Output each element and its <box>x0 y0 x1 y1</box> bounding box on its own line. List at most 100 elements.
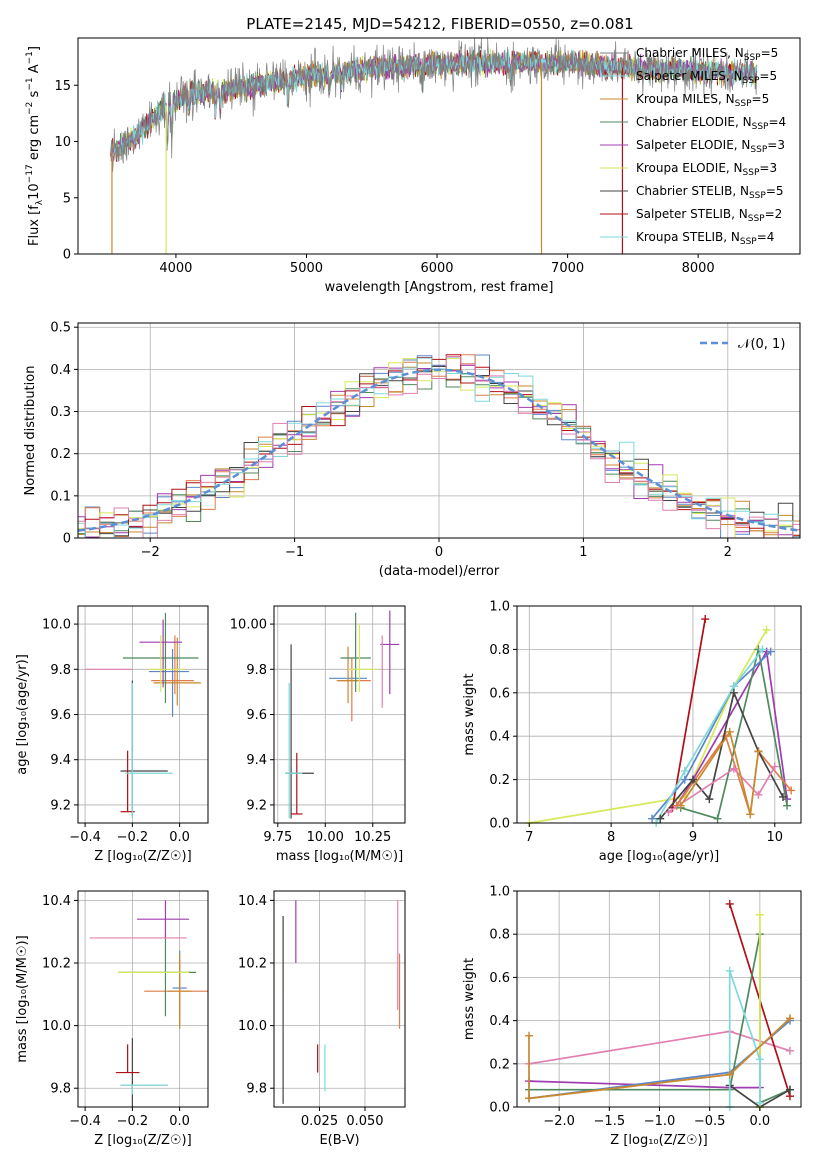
axes-frame <box>516 605 802 824</box>
legend-label-value: =2 <box>765 207 783 221</box>
mass-weight-marker <box>729 688 738 697</box>
legend-label-text: Salpeter ELODIE, N <box>636 138 750 152</box>
x-tick-label: 0.0 <box>169 1114 190 1129</box>
y-tick-label: 0.1 <box>50 489 71 504</box>
legend-label-value: =5 <box>761 46 779 60</box>
mass-weight-line <box>667 766 776 813</box>
x-tick-label: −1.0 <box>644 1114 676 1129</box>
x-tick-label: 9.75 <box>263 830 292 845</box>
mass-weight-marker <box>778 792 787 801</box>
x-tick-label: 0 <box>435 545 443 560</box>
mass-weight-marker <box>725 899 734 908</box>
legend-label-text: Kroupa ELODIE, N <box>636 161 743 175</box>
y-axis-label-part: −2 <box>25 102 35 115</box>
axes-frame <box>77 37 801 255</box>
legend-label-text: Salpeter STELIB, N <box>636 207 748 221</box>
y-tick-label: 1.0 <box>489 885 510 900</box>
legend-label-text: Chabrier STELIB, N <box>636 184 749 198</box>
x-axis-label: Z [log₁₀(Z/Z☉)] <box>94 1133 191 1148</box>
legend-label-value: =4 <box>768 115 786 129</box>
mass-weight-marker <box>755 1055 764 1064</box>
mass-weight-marker <box>713 814 722 823</box>
y-tick-label: 0.0 <box>489 1101 510 1116</box>
y-tick-label: 10.0 <box>238 1019 267 1034</box>
mass-weight-vs-age-panel: 7 8 9 10 0.0 0.2 0.4 0.6 0.8 1.0 age [log₁₀(age/yr… <box>462 600 802 864</box>
spectrum-series-line <box>110 49 758 159</box>
x-tick-label: 7 <box>525 830 533 845</box>
y-tick-label: 0.6 <box>489 971 510 986</box>
legend-label: Salpeter STELIB, NSSP=2 <box>636 207 782 224</box>
y-tick-label: 9.8 <box>50 1082 71 1097</box>
mass-weight-vs-z-panel: −2.0 −1.5 −1.0 −0.5 0.0 0.0 0.2 0.4 0.6 0.8 1.0 Z [… <box>462 885 802 1148</box>
legend-label-sub: SSP <box>743 168 760 178</box>
mass-weight-marker <box>785 1046 794 1055</box>
y-tick-label: 0.4 <box>489 730 510 745</box>
mass-weight-marker <box>755 910 764 919</box>
x-axis-label: wavelength [Angstrom, rest frame] <box>325 280 554 295</box>
legend-label: Salpeter MILES, NSSP=5 <box>636 69 777 86</box>
mass-weight-marker <box>754 747 763 756</box>
axes-frame <box>273 890 406 1108</box>
y-axis-label: mass weight <box>462 673 477 755</box>
x-tick-label: −2 <box>141 545 160 560</box>
mass-weight-marker <box>785 1014 794 1023</box>
x-tick-label: 10.00 <box>307 830 344 845</box>
x-axis-label: Z [log₁₀(Z/Z☉)] <box>610 1133 707 1148</box>
mass-weight-marker <box>754 790 763 799</box>
x-tick-label: −2.0 <box>543 1114 575 1129</box>
y-tick-label: 9.6 <box>50 708 71 723</box>
x-tick-label: −1 <box>285 545 304 560</box>
mass-weight-marker <box>664 808 673 817</box>
y-tick-label: 1.0 <box>489 600 510 615</box>
legend-label: Kroupa MILES, NSSP=5 <box>636 92 769 109</box>
x-tick-label: −0.5 <box>694 1114 726 1129</box>
x-tick-label: 4000 <box>159 261 192 276</box>
legend-label-value: =5 <box>766 184 784 198</box>
normal-curve <box>77 368 801 532</box>
y-tick-label: 9.8 <box>50 663 71 678</box>
legend-label-sub: SSP <box>748 214 765 224</box>
legend-label-text: Salpeter MILES, N <box>636 69 743 83</box>
y-tick-label: 10.0 <box>42 618 71 633</box>
mass-weight-line <box>655 648 764 824</box>
residual-histogram <box>78 354 800 539</box>
y-tick-label: 0.6 <box>489 686 510 701</box>
x-tick-label: 5000 <box>290 261 323 276</box>
mass-weight-marker <box>725 1070 734 1079</box>
legend-label: Chabrier STELIB, NSSP=5 <box>636 184 784 201</box>
mass-weight-marker <box>787 786 796 795</box>
y-tick-label: 10.00 <box>230 618 267 633</box>
axes-frame <box>516 890 802 1108</box>
x-tick-label: 0.0 <box>750 1114 771 1129</box>
legend-label-value: =3 <box>767 138 785 152</box>
y-tick-label: 5 <box>63 191 71 206</box>
mass-weight-line <box>679 729 760 815</box>
legend-label-sub: SSP <box>750 145 767 155</box>
mass-weight-marker <box>755 1098 764 1107</box>
age-vs-mass-panel: 9.75 10.00 10.25 9.2 9.4 9.6 9.8 10.00 mass [log… <box>230 605 406 864</box>
residuals-panel: −2 −1 0 1 2 0 0.1 0.2 0.3 0.4 0.5 (data-model)/erro… <box>23 321 801 579</box>
y-tick-label: 0 <box>63 532 71 547</box>
y-tick-label: 9.4 <box>50 753 71 768</box>
y-axis-label-part: s <box>27 90 42 101</box>
legend-label-text: Kroupa STELIB, N <box>636 230 740 244</box>
axes-frame <box>77 890 209 1108</box>
x-axis-label: E(B-V) <box>319 1133 359 1148</box>
mass-weight-line <box>728 970 761 1107</box>
mass-weight-line <box>659 690 784 820</box>
x-tick-label: 7000 <box>551 261 584 276</box>
y-axis-label-part: 10 <box>27 183 42 200</box>
legend-label: Chabrier MILES, NSSP=5 <box>636 46 778 63</box>
legend-label-value: =4 <box>757 230 775 244</box>
x-tick-label: 8000 <box>682 261 715 276</box>
mass-weight-marker <box>525 1031 534 1040</box>
mass-weight-marker <box>680 766 689 775</box>
residual-histogram <box>78 354 800 537</box>
figure-title: PLATE=2145, MJD=54212, FIBERID=0550, z=0… <box>246 15 633 33</box>
x-tick-label: 10.25 <box>354 830 391 845</box>
y-axis-label-part: ] <box>27 46 42 51</box>
mass-weight-line <box>528 1017 791 1100</box>
